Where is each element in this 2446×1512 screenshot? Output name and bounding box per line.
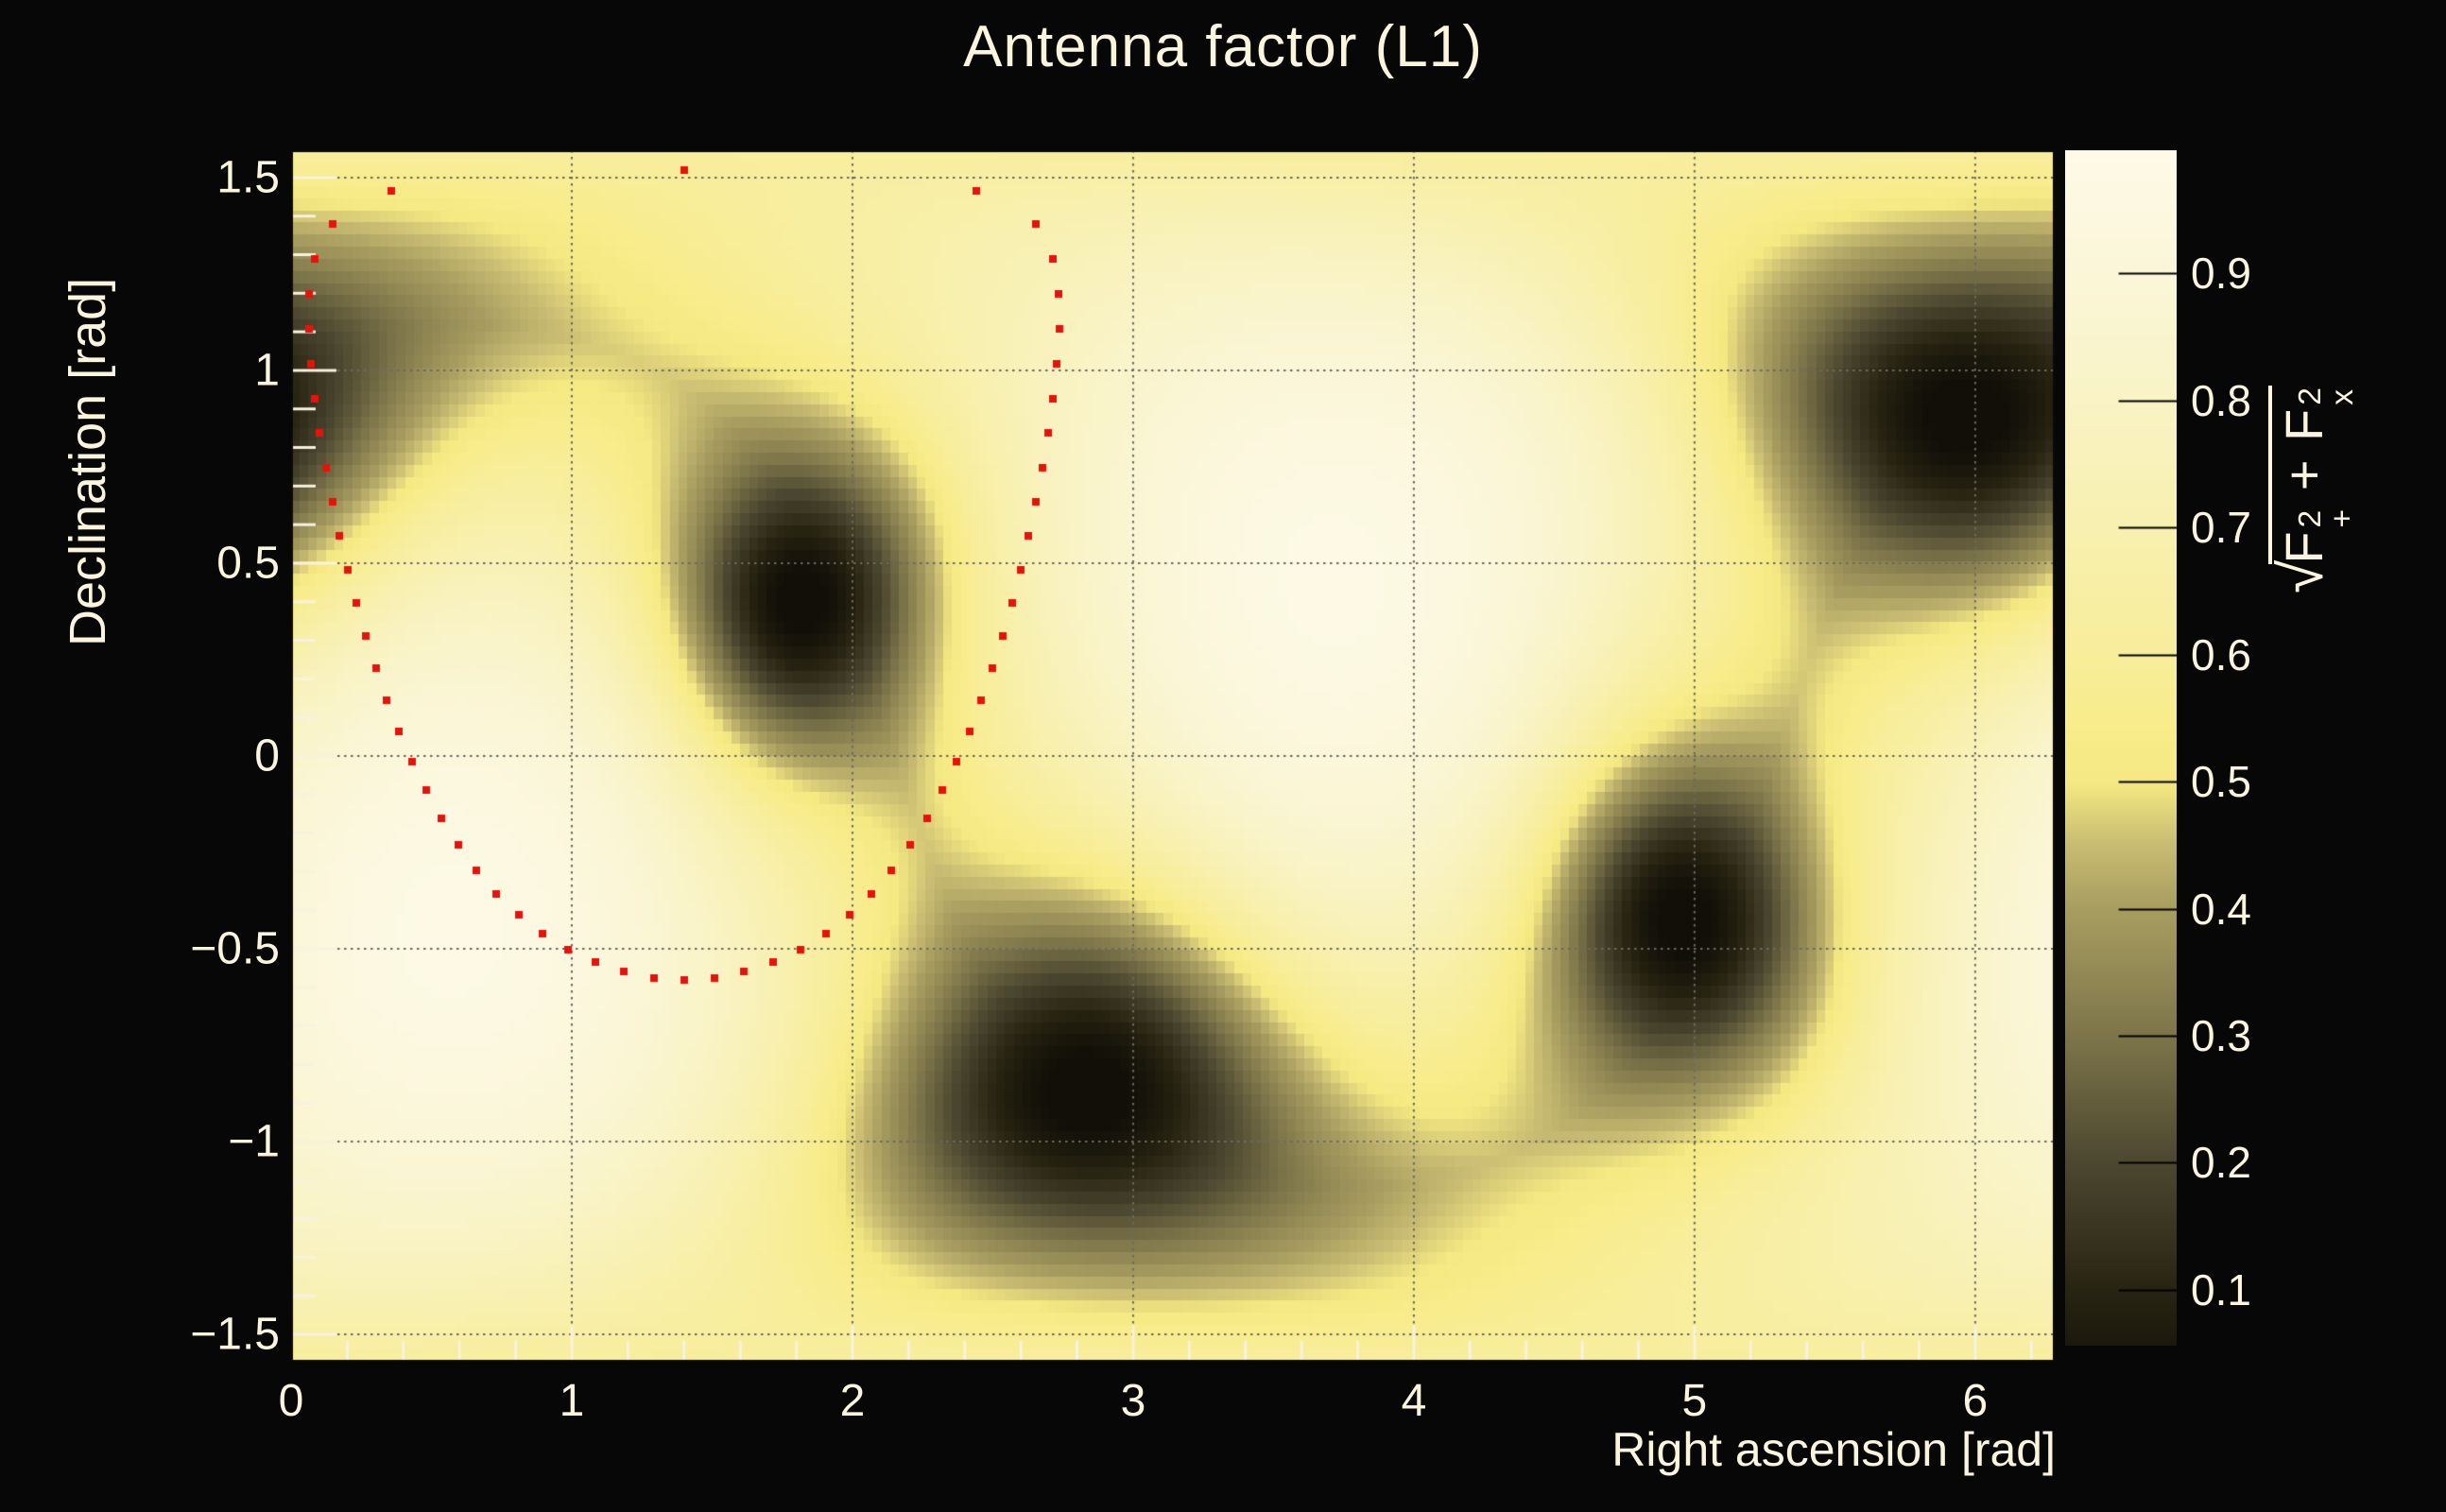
x-tick-label: 4 (1401, 1376, 1427, 1426)
colorbar-tick-label: 0.6 (2191, 629, 2251, 679)
x-axis-title: Right ascension [rad] (1611, 1423, 2056, 1476)
y-tick-label: −0.5 (190, 923, 280, 974)
x-tick-label: 6 (1962, 1376, 1989, 1426)
colorbar-tick-label: 0.4 (2191, 884, 2251, 934)
colorbar-tick-label: 0.5 (2191, 757, 2251, 807)
heatmap-canvas (291, 150, 2055, 1362)
x-tick-label: 0 (278, 1376, 304, 1426)
y-tick-label: −1.5 (190, 1309, 280, 1360)
y-tick-label: −1 (228, 1116, 280, 1167)
x-tick-label: 5 (1681, 1376, 1708, 1426)
colorbar-tick-label: 0.3 (2191, 1010, 2251, 1060)
y-tick-label: 1.5 (216, 152, 280, 203)
colorbar-tick-label: 0.9 (2191, 249, 2251, 299)
y-tick-label: 0.5 (216, 538, 280, 589)
y-axis-title: Declination [rad] (60, 277, 116, 646)
y-tick-label: 0 (254, 730, 280, 782)
colorbar-tick-label: 0.8 (2191, 375, 2251, 425)
x-tick-label: 2 (839, 1376, 866, 1426)
colorbar-tick-label: 0.7 (2191, 503, 2251, 553)
x-tick-label: 3 (1120, 1376, 1146, 1426)
x-tick-label: 1 (559, 1376, 585, 1426)
colorbar-tick-label: 0.2 (2191, 1138, 2251, 1188)
colorbar (2065, 150, 2177, 1346)
colorbar-tick-label: 0.1 (2191, 1264, 2251, 1314)
page-title: Antenna factor (L1) (963, 14, 1483, 79)
y-tick-label: 1 (254, 345, 280, 396)
